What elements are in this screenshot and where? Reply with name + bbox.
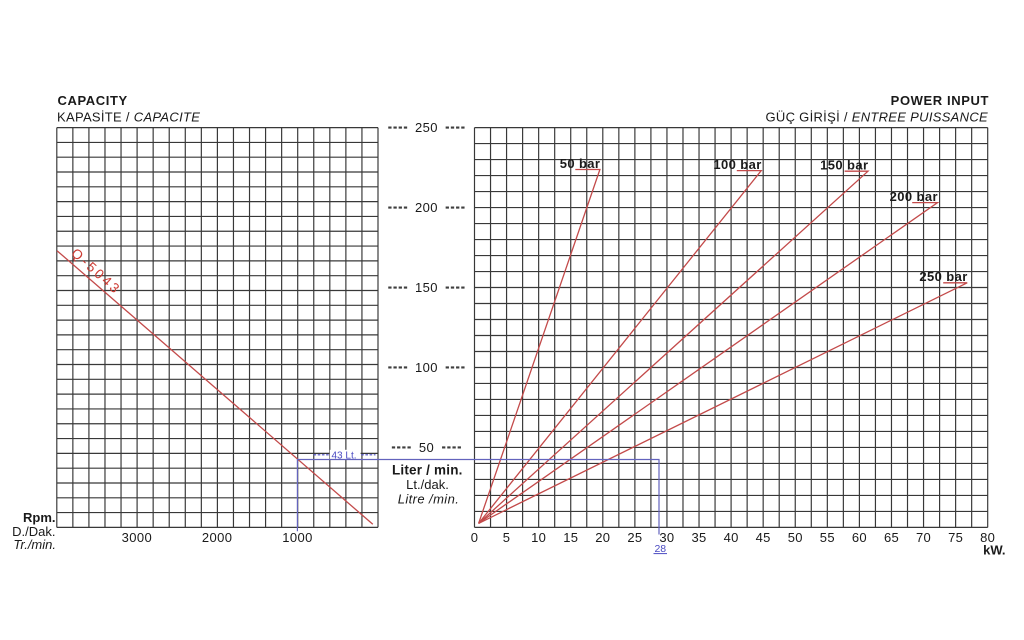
svg-text:50: 50: [419, 440, 434, 455]
svg-text:150 bar: 150 bar: [820, 158, 868, 173]
svg-text:28: 28: [654, 543, 666, 555]
svg-text:3000: 3000: [122, 530, 153, 545]
svg-text:Tr./min.: Tr./min.: [13, 537, 56, 552]
svg-text:Liter / min.: Liter / min.: [392, 463, 463, 478]
svg-text:25: 25: [627, 530, 642, 545]
svg-text:KAPASİTE / CAPACITE: KAPASİTE / CAPACITE: [57, 110, 200, 125]
svg-text:60: 60: [852, 530, 867, 545]
svg-text:CAPACITY: CAPACITY: [58, 93, 128, 108]
svg-text:50 bar: 50 bar: [560, 156, 601, 171]
svg-text:150: 150: [415, 280, 438, 295]
svg-text:250 bar: 250 bar: [919, 269, 967, 284]
svg-text:40: 40: [724, 530, 739, 545]
svg-text:30: 30: [659, 530, 674, 545]
svg-text:Litre /min.: Litre /min.: [398, 491, 459, 506]
svg-text:5: 5: [503, 530, 511, 545]
svg-text:200: 200: [415, 200, 438, 215]
svg-text:0: 0: [471, 530, 479, 545]
svg-text:75: 75: [948, 530, 963, 545]
svg-text:70: 70: [916, 530, 931, 545]
svg-text:100: 100: [415, 360, 438, 375]
svg-text:D./Dak.: D./Dak.: [12, 524, 55, 539]
svg-text:GÜÇ GİRİŞİ / ENTREE PUISSANCE: GÜÇ GİRİŞİ / ENTREE PUISSANCE: [765, 110, 988, 125]
svg-text:65: 65: [884, 530, 899, 545]
svg-text:35: 35: [691, 530, 706, 545]
svg-text:2000: 2000: [202, 530, 233, 545]
svg-text:15: 15: [563, 530, 578, 545]
svg-text:80: 80: [980, 530, 995, 545]
svg-text:43 Lt.: 43 Lt.: [332, 450, 357, 461]
svg-text:Lt./dak.: Lt./dak.: [406, 477, 449, 492]
svg-text:250: 250: [415, 120, 438, 135]
svg-text:kW.: kW.: [983, 542, 1005, 557]
svg-text:1000: 1000: [282, 530, 313, 545]
svg-text:45: 45: [756, 530, 771, 545]
svg-text:50: 50: [788, 530, 803, 545]
svg-text:20: 20: [595, 530, 610, 545]
svg-text:55: 55: [820, 530, 835, 545]
svg-text:200 bar: 200 bar: [890, 189, 938, 204]
svg-text:Rpm.: Rpm.: [23, 510, 56, 525]
svg-text:POWER INPUT: POWER INPUT: [891, 93, 989, 108]
svg-text:10: 10: [531, 530, 546, 545]
svg-text:100 bar: 100 bar: [713, 157, 761, 172]
